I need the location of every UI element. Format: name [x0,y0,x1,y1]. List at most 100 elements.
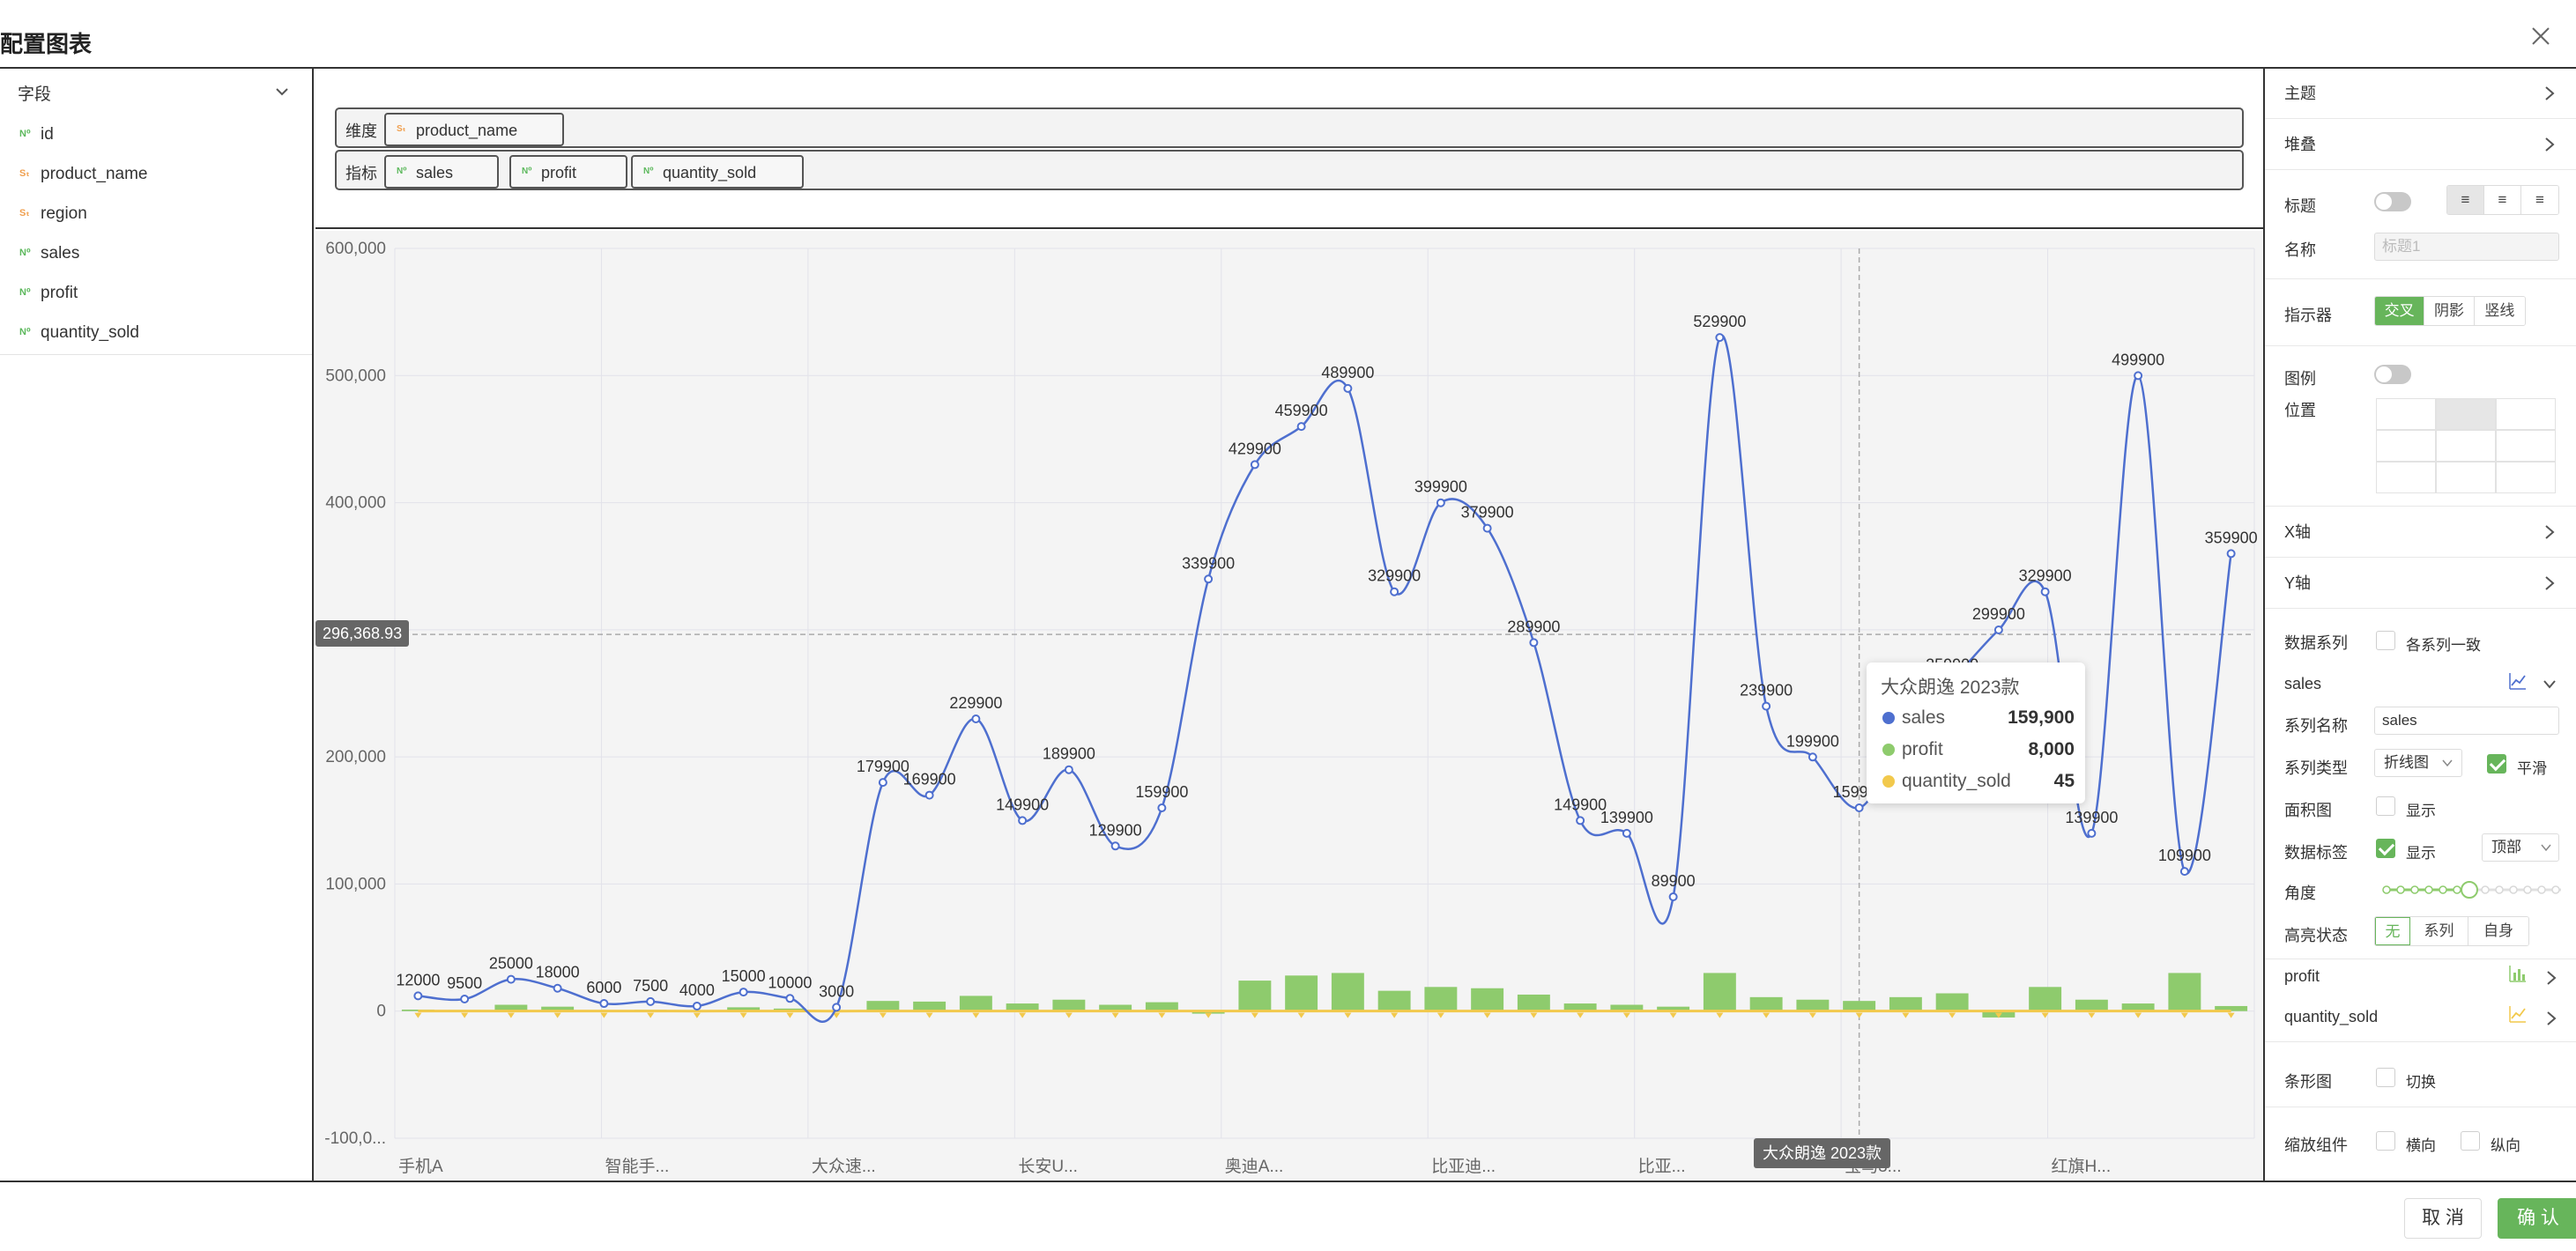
x-axis-section[interactable]: X轴 [2284,523,2312,541]
profit-series-label[interactable]: profit [2284,967,2320,985]
quantity-sold-point [1669,1012,1677,1018]
metric-well[interactable]: 指标 N⁰ sales N⁰ profit N⁰ quantity_sold [335,150,2244,190]
y-tick-label: 500,000 [325,366,386,385]
y-axis-section[interactable]: Y轴 [2284,574,2312,592]
zoom-vertical-checkbox[interactable] [2461,1131,2480,1151]
field-divider [0,354,312,355]
sales-point [2226,549,2236,559]
position-middle-right[interactable] [2496,430,2556,462]
field-item[interactable]: Sₜ product_name [0,156,312,193]
field-pill[interactable]: Sₜ product_name [384,113,564,146]
section-divider [2265,1041,2576,1042]
zoom-horizontal-checkbox[interactable] [2376,1131,2395,1151]
tooltip-series-value: 159,900 [2008,707,2075,728]
theme-section[interactable]: 主题 [2284,85,2316,102]
chevron-down-icon[interactable] [2542,678,2557,691]
data-label-position-value: 顶部 [2491,839,2521,855]
dimension-well[interactable]: 维度 Sₜ product_name [335,107,2244,148]
quantity-series-label[interactable]: quantity_sold [2284,1008,2379,1025]
chart-area[interactable]: 600,000500,000400,000300,000200,000100,0… [316,231,2263,1181]
series-type-label: 系列类型 [2284,759,2348,777]
title-align-group[interactable]: ≡ ≡ ≡ [2446,185,2559,215]
chevron-right-icon[interactable] [2543,574,2556,592]
title-toggle[interactable] [2374,192,2411,211]
chevron-right-icon[interactable] [2543,85,2556,102]
align-center-icon[interactable]: ≡ [2484,186,2521,214]
indicator-option-cross[interactable]: 交叉 [2375,297,2425,325]
indicator-option-line[interactable]: 竖线 [2474,297,2525,325]
data-label-checkbox[interactable] [2376,839,2395,858]
stack-section[interactable]: 堆叠 [2284,136,2316,153]
align-right-icon[interactable]: ≡ [2521,186,2558,214]
close-icon[interactable] [2528,23,2554,49]
field-pill[interactable]: N⁰ sales [384,155,499,189]
tooltip-series-value: 45 [2053,771,2075,791]
position-top-right[interactable] [2496,398,2556,430]
field-item[interactable]: Sₜ region [0,196,312,233]
position-top-left[interactable] [2376,398,2436,430]
chevron-right-icon[interactable] [2545,1010,2557,1027]
position-top-center[interactable] [2436,398,2496,430]
profit-bar [2168,973,2201,1011]
line-chart-icon[interactable] [2508,1004,2528,1024]
angle-slider[interactable] [2379,879,2565,900]
section-divider [2265,118,2576,119]
profit-bar [2215,1005,2248,1011]
field-item[interactable]: N⁰ id [0,116,312,153]
chevron-right-icon[interactable] [2545,969,2557,987]
sales-point [1808,752,1817,762]
field-panel-header[interactable]: 字段 [0,69,312,113]
field-pill[interactable]: N⁰ quantity_sold [631,155,804,189]
series-dot-icon [1882,775,1895,788]
data-label-position-select[interactable]: 顶部 [2482,833,2559,862]
field-item[interactable]: N⁰ quantity_sold [0,315,312,352]
position-bottom-left[interactable] [2376,462,2436,493]
series-type-select[interactable]: 折线图 [2374,749,2462,777]
field-item[interactable]: N⁰ profit [0,275,312,312]
indicator-option-shadow[interactable]: 阴影 [2424,297,2475,325]
chevron-down-icon[interactable] [2540,842,2552,853]
bar-chart-icon[interactable] [2508,964,2528,983]
quantity-sold-point [2041,1012,2049,1018]
highlight-option-self[interactable]: 自身 [2468,917,2528,945]
line-chart-icon[interactable] [2508,671,2528,691]
position-bottom-center[interactable] [2436,462,2496,493]
title-name-input[interactable]: 标题1 [2374,233,2559,261]
smooth-checkbox[interactable] [2487,754,2506,774]
confirm-button[interactable]: 确 认 [2498,1198,2576,1239]
indicator-group[interactable]: 交叉 阴影 竖线 [2374,296,2526,326]
legend-position-grid[interactable] [2376,398,2557,493]
position-middle-center[interactable] [2436,430,2496,462]
chevron-right-icon[interactable] [2543,523,2556,541]
chevron-down-icon[interactable] [273,83,291,100]
field-item[interactable]: N⁰ sales [0,235,312,272]
sales-data-label: 18000 [536,964,580,981]
field-name: region [41,204,87,223]
profit-bar [1517,994,1550,1011]
position-bottom-right[interactable] [2496,462,2556,493]
highlight-option-series[interactable]: 系列 [2410,917,2468,945]
sales-point [2040,587,2050,596]
sales-point [1576,816,1585,825]
highlight-option-none[interactable]: 无 [2375,917,2410,945]
field-pill[interactable]: N⁰ profit [509,155,627,189]
profit-bar [2029,987,2062,1011]
profit-bar [494,1004,528,1011]
legend-toggle[interactable] [2374,365,2411,384]
zoom-label: 缩放组件 [2284,1136,2348,1154]
series-name-input[interactable]: sales [2374,707,2559,735]
series-type-value: 折线图 [2384,754,2429,771]
cancel-button[interactable]: 取 消 [2404,1198,2482,1239]
sales-series-label[interactable]: sales [2284,675,2322,692]
field-type-icon: Sₜ [19,168,30,179]
chevron-down-icon[interactable] [2441,758,2454,768]
area-show-checkbox[interactable] [2376,796,2395,816]
bar-toggle-checkbox[interactable] [2376,1068,2395,1087]
chevron-right-icon[interactable] [2543,136,2556,153]
position-middle-left[interactable] [2376,430,2436,462]
series-consistent-checkbox[interactable] [2376,631,2395,650]
series-name-label: 系列名称 [2284,717,2348,735]
align-left-icon[interactable]: ≡ [2447,186,2484,214]
highlight-group[interactable]: 无 系列 自身 [2374,916,2529,946]
tooltip-series-value: 8,000 [2028,739,2075,759]
